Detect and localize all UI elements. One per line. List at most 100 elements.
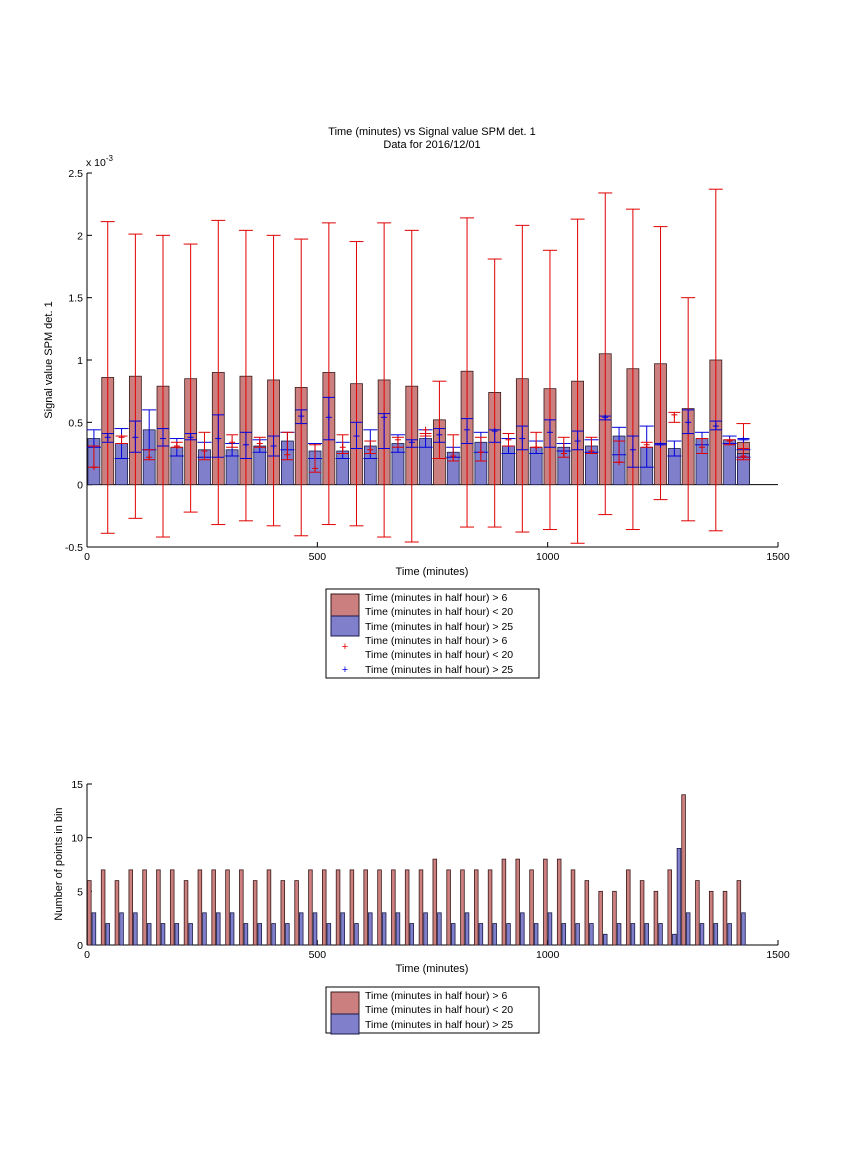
bottom-red-bar <box>418 869 424 946</box>
bottom-chart-ylabel: Number of points in bin <box>53 807 65 920</box>
bottom-blue-bar <box>492 923 497 946</box>
bottom-red-bar <box>667 869 672 946</box>
top-xtick-label: 1500 <box>766 551 790 563</box>
bottom-red-bar <box>391 869 396 946</box>
bottom-red-bar <box>460 869 465 946</box>
bottom-ytick-label: 15 <box>71 779 83 791</box>
bottom-red-bar <box>322 869 327 946</box>
bottom-red-bar <box>349 869 355 946</box>
bottom-red-bar <box>266 869 272 946</box>
bottom-blue-bar <box>312 912 318 946</box>
bottom-blue-bar <box>464 912 470 946</box>
bottom-blue-bar <box>520 912 525 946</box>
top-chart-subtitle: Data for 2016/12/01 <box>383 139 480 151</box>
bottom-red-bar <box>87 880 92 946</box>
bottom-red-bar <box>474 869 479 946</box>
bottom-blue-bar <box>423 912 428 946</box>
bottom-blue-bar <box>354 923 359 946</box>
bottom-blue-bar <box>216 912 221 946</box>
bottom-plot-area: 0 5 10 15 0 500 1000 1500 <box>71 779 790 961</box>
bottom-red-bar <box>183 880 189 946</box>
top-chart-title: Time (minutes) vs Signal value SPM det. … <box>328 126 535 138</box>
bottom-blue-bar <box>603 933 608 946</box>
top-legend-box <box>325 588 540 679</box>
bottom-red-bar <box>446 869 451 946</box>
top-legend-entry-1: Time (minutes in half hour) > 6 <box>365 592 507 604</box>
bottom-legend: Time (minutes in half hour) > 6 Time (mi… <box>325 986 540 1035</box>
bottom-blue-bar <box>105 923 110 946</box>
bottom-blue-bar <box>478 923 484 946</box>
bottom-red-bar <box>639 880 645 946</box>
bottom-blue-bar <box>229 912 235 946</box>
bottom-red-bar <box>708 890 714 946</box>
bottom-blue-bar <box>202 912 207 946</box>
bottom-red-bar <box>280 880 286 946</box>
bottom-blue-bar <box>146 923 152 946</box>
bottom-red-bar <box>156 869 161 946</box>
bottom-red-bar <box>501 858 507 946</box>
bottom-blue-bar <box>243 923 249 946</box>
bottom-red-bar <box>404 869 410 946</box>
bottom-red-bar <box>308 869 313 946</box>
bottom-blue-bar <box>658 923 663 946</box>
bottom-red-bar <box>681 794 686 946</box>
bottom-red-bar <box>363 869 368 946</box>
bottom-red-bar <box>653 890 659 946</box>
bottom-red-bar <box>142 869 147 946</box>
top-chart-exponent: x 10-3 <box>86 154 114 169</box>
bottom-blue-bar <box>326 923 332 946</box>
top-chart-ylabel: Signal value SPM det. 1 <box>43 301 55 418</box>
bottom-red-bar <box>736 880 742 946</box>
bottom-red-bar <box>598 890 603 946</box>
top-xtick-label: 1000 <box>536 551 560 563</box>
bottom-red-bar <box>695 880 700 946</box>
bottom-blue-bar <box>450 923 456 946</box>
bottom-red-bar <box>377 869 382 946</box>
top-legend-entry-6: Time (minutes in half hour) > 25 <box>365 664 513 676</box>
top-xtick-label: 500 <box>309 551 327 563</box>
top-legend-entry-3: Time (minutes in half hour) > 25 <box>365 621 513 633</box>
bottom-blue-bar <box>340 912 345 946</box>
bottom-blue-bar <box>271 923 276 946</box>
bottom-legend-blue-swatch <box>330 1013 360 1035</box>
bottom-red-bar <box>335 869 341 946</box>
bottom-legend-entry-2: Time (minutes in half hour) < 20 <box>365 1004 513 1016</box>
top-ytick-label: 1.5 <box>68 293 83 305</box>
bottom-blue-bar <box>174 923 180 946</box>
bottom-red-bar <box>294 880 299 946</box>
bottom-blue-bar <box>685 912 691 946</box>
top-legend-red-swatch <box>330 593 360 617</box>
bottom-legend-red-swatch <box>330 991 360 1015</box>
top-ytick-label: 0.5 <box>68 417 83 429</box>
bottom-red-bar <box>197 869 203 946</box>
bottom-blue-bar <box>133 912 138 946</box>
bottom-blue-bar <box>437 912 442 946</box>
bottom-blue-bar <box>713 923 719 946</box>
top-chart-exponent-power: -3 <box>106 154 114 163</box>
bottom-red-bar <box>128 869 134 946</box>
bottom-xtick-label: 1500 <box>766 949 790 961</box>
bottom-blue-bar <box>575 923 580 946</box>
top-chart-xlabel: Time (minutes) <box>396 566 469 578</box>
top-blue-bar <box>723 439 737 486</box>
top-legend-red-plus: + <box>342 641 348 653</box>
top-ytick-label: -0.5 <box>65 542 83 554</box>
top-legend-entry-4: Time (minutes in half hour) > 6 <box>365 635 507 647</box>
top-xtick-label: 0 <box>84 551 90 563</box>
bottom-chart: Number of points in bin Time (minutes) 0… <box>53 779 790 975</box>
bottom-blue-bar <box>409 923 415 946</box>
bottom-blue-bar <box>630 923 636 946</box>
bottom-xtick-label: 500 <box>309 949 327 961</box>
bottom-xtick-label: 0 <box>84 949 90 961</box>
bottom-red-bar <box>100 869 106 946</box>
bottom-blue-bar <box>589 923 594 946</box>
top-plot-area: -0.500.511.522.50 500 1000 1500 <box>65 168 790 563</box>
bottom-blue-bar <box>741 912 746 946</box>
bottom-blue-bar <box>285 923 290 946</box>
top-legend: + + Time (minutes in half hour) > 6 Time… <box>325 588 540 679</box>
bottom-legend-entry-1: Time (minutes in half hour) > 6 <box>365 990 507 1002</box>
bottom-red-bar <box>432 858 438 946</box>
bottom-blue-bar <box>561 923 567 946</box>
top-legend-entry-5: Time (minutes in half hour) < 20 <box>365 649 513 661</box>
bottom-blue-bar <box>119 912 124 946</box>
